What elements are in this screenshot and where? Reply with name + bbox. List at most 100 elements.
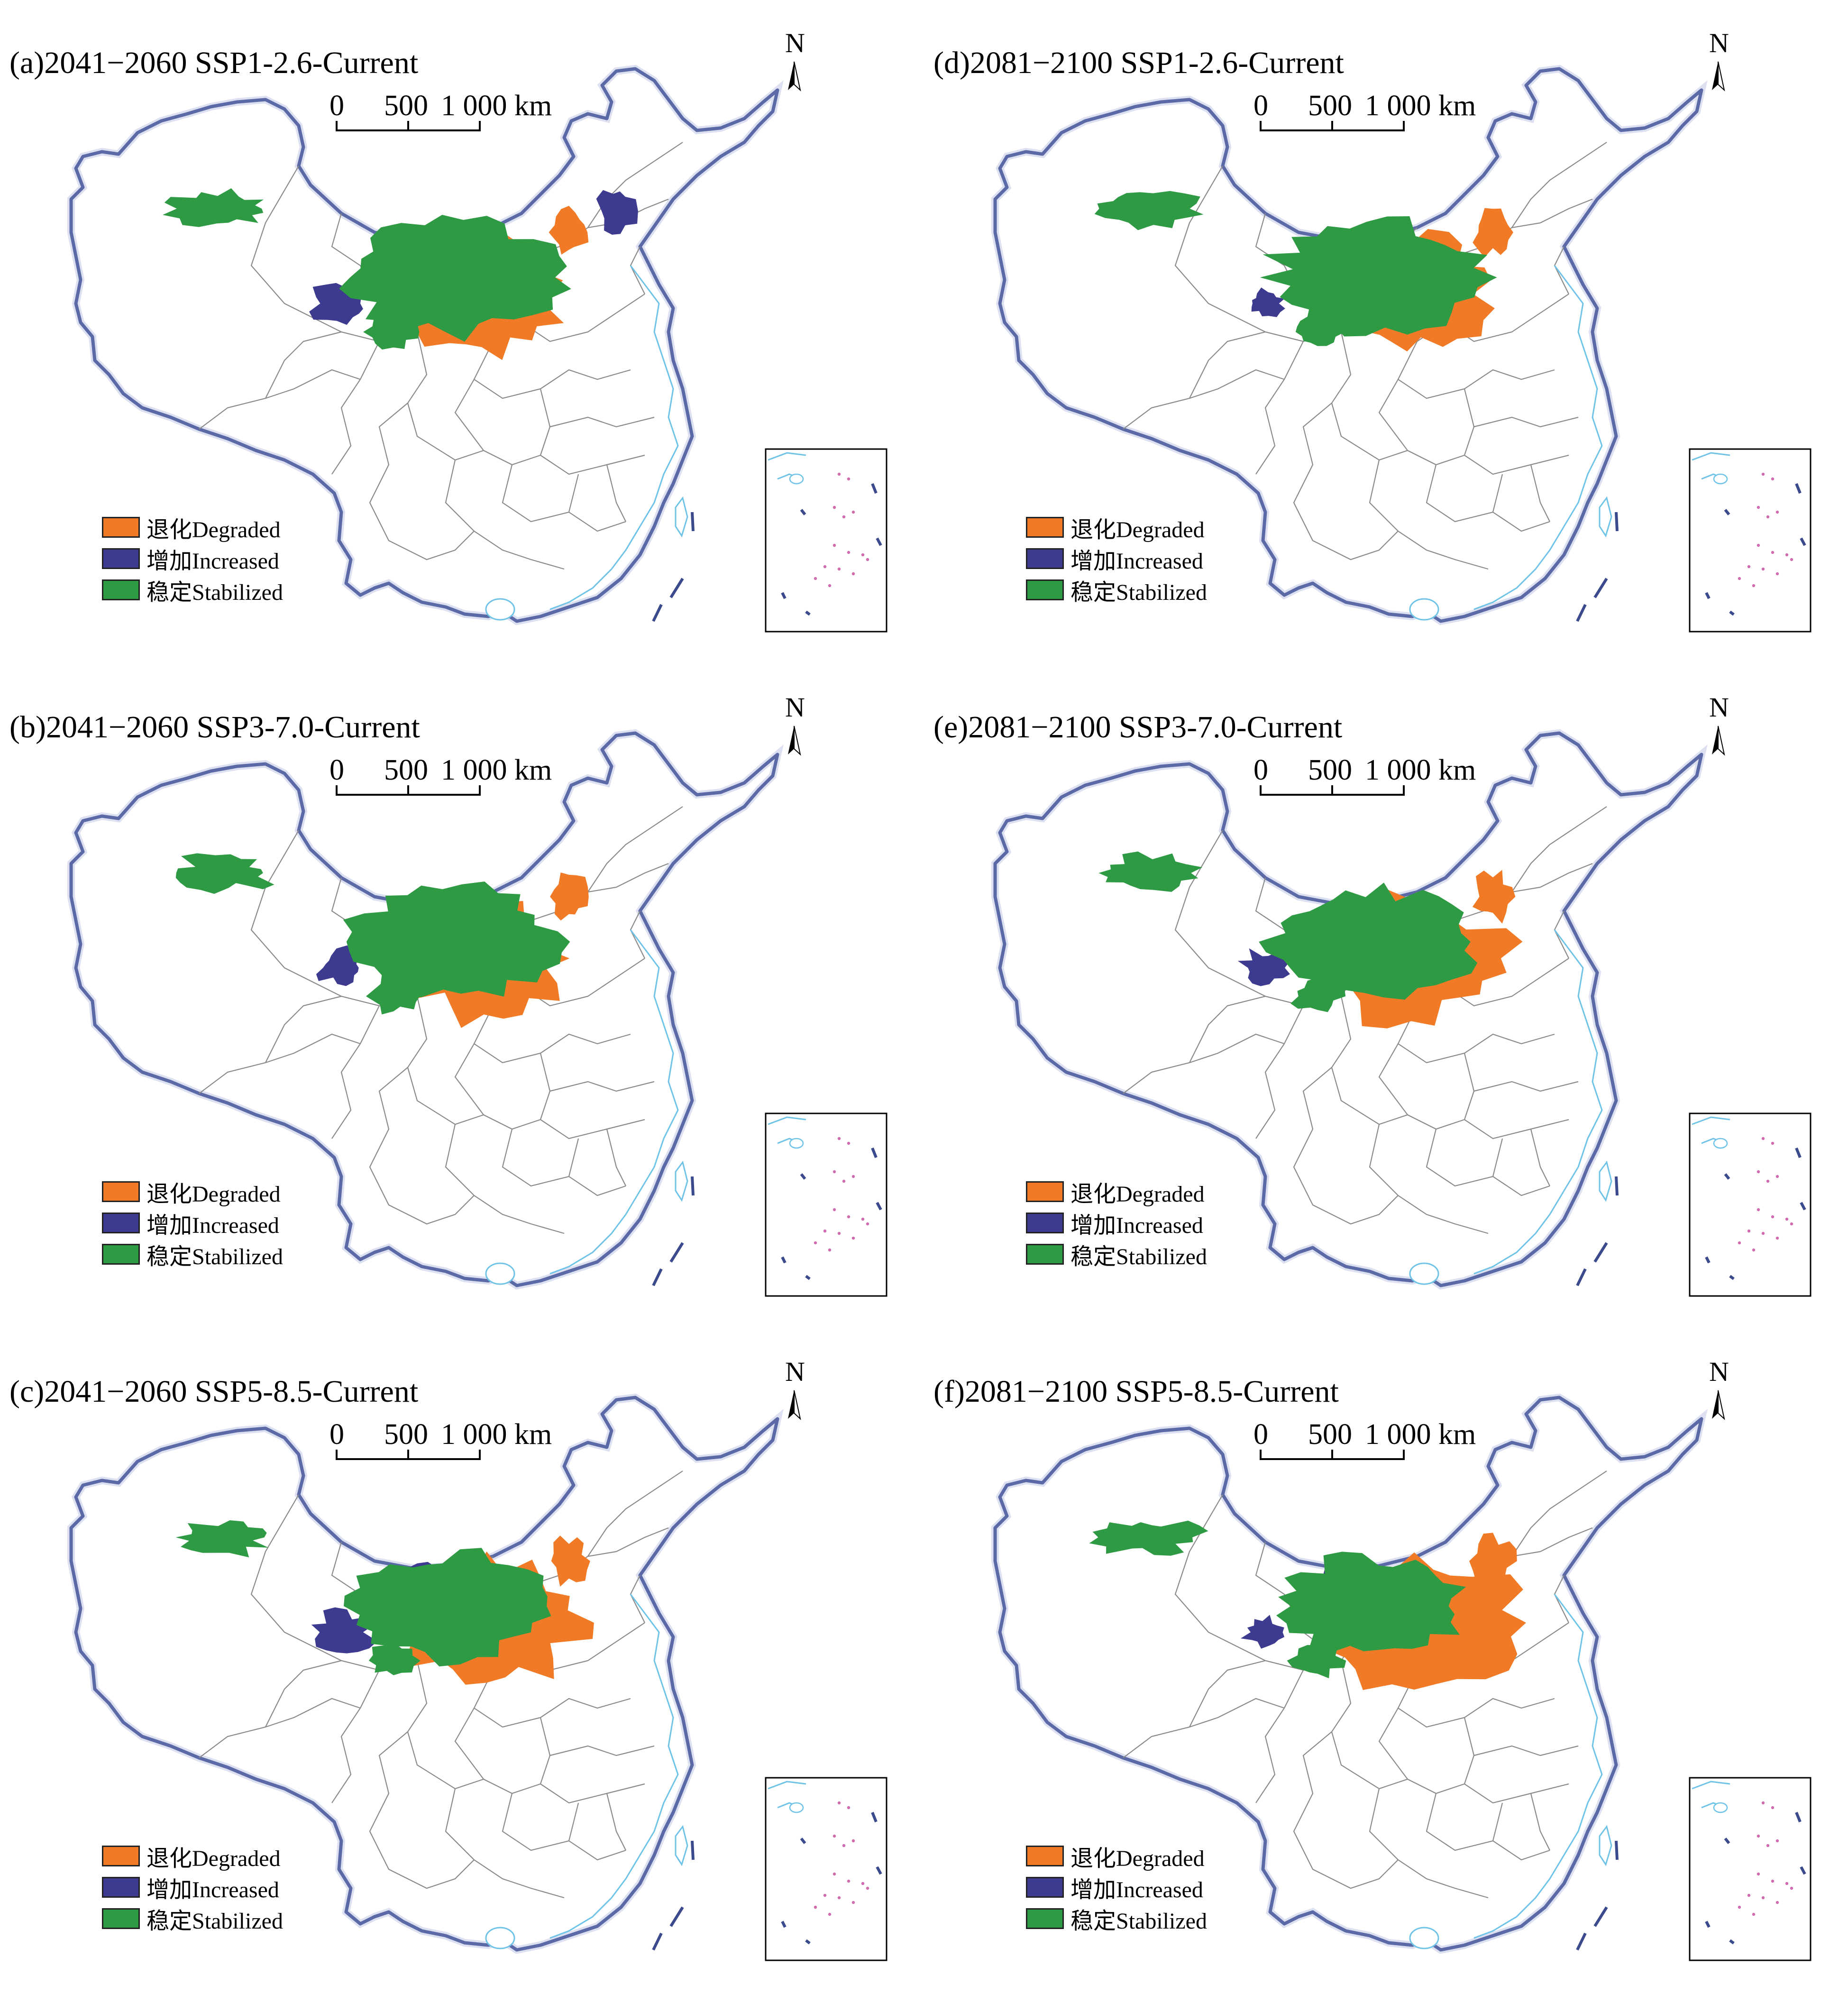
inset-boundary-mark — [1705, 1256, 1711, 1264]
inset-island — [1775, 1839, 1779, 1843]
taiwan-island — [675, 496, 688, 538]
inset-island — [1775, 1175, 1779, 1178]
inset-hainan — [789, 473, 804, 485]
stabilized-area — [1260, 216, 1497, 337]
inset-island — [1766, 1179, 1770, 1183]
province-boundary — [1189, 331, 1266, 399]
province-boundary — [1511, 806, 1607, 892]
province-boundary — [502, 1129, 626, 1196]
province-boundary — [1473, 416, 1579, 428]
legend-item-increased: 增加Increased — [1026, 1875, 1203, 1902]
north-label: N — [1709, 28, 1729, 58]
panel-title: (d)2081−2100 SSP1-2.6-Current — [933, 46, 1344, 80]
panel-title: (b)2041−2060 SSP3-7.0-Current — [9, 710, 420, 744]
inset-frame — [1689, 1777, 1811, 1961]
scale-bar-label: 500 — [1308, 754, 1352, 786]
scale-bar-label: 0 — [1253, 90, 1268, 122]
hainan-island — [1409, 598, 1439, 621]
inset-boundary-mark — [805, 1275, 811, 1280]
province-boundary — [549, 1081, 655, 1092]
map-panel-a: (a)2041−2060 SSP1-2.6-Current N 0 500 1 000 … — [0, 0, 924, 664]
panel-title: (c)2041−2060 SSP5-8.5-Current — [9, 1374, 419, 1409]
province-boundary — [445, 1124, 565, 1234]
habitat-change-layer — [1098, 851, 1523, 1029]
province-boundary — [502, 1793, 626, 1861]
stabilized-area — [1094, 191, 1204, 230]
inset-island — [1771, 1879, 1775, 1883]
stabilized-area — [1290, 977, 1346, 1012]
legend-label: 稳定Stabilized — [146, 1909, 283, 1934]
scale-bar — [336, 121, 481, 131]
inset-hainan — [1713, 1802, 1728, 1813]
north-arrow-right — [794, 61, 801, 92]
north-label: N — [785, 28, 805, 58]
inset-boundary-mark — [781, 1256, 787, 1264]
inset-island — [1761, 1231, 1765, 1235]
province-boundary — [1189, 1660, 1266, 1728]
inset-island — [851, 1901, 855, 1904]
province-boundary — [454, 379, 484, 451]
north-label: N — [785, 692, 805, 723]
maritime-boundary-mark — [691, 1840, 695, 1860]
stabilized-area — [366, 981, 422, 1015]
inset-island — [847, 1879, 851, 1883]
taiwan-island — [1599, 1160, 1612, 1202]
legend-swatch — [1026, 1213, 1064, 1233]
south-china-sea-inset — [1689, 1777, 1811, 1961]
inset-island — [837, 472, 841, 476]
inset-island — [1785, 1217, 1789, 1221]
habitat-change-layer — [1089, 1520, 1526, 1690]
coastline — [549, 265, 679, 610]
maritime-boundary-mark — [1615, 512, 1619, 532]
inset-frame — [765, 1777, 887, 1961]
habitat-change-layer — [175, 853, 589, 1028]
inset-island — [861, 1217, 865, 1221]
north-label: N — [1709, 692, 1729, 723]
inset-island — [847, 1141, 851, 1145]
panel-title: (a)2041−2060 SSP1-2.6-Current — [9, 46, 419, 80]
province-boundary — [549, 416, 655, 428]
province-boundary — [1331, 996, 1465, 1130]
map-canvas — [991, 726, 1811, 1297]
scale-bar-label: 1 000 km — [441, 90, 552, 122]
inset-island — [1771, 477, 1775, 481]
inset-boundary-mark — [1729, 1939, 1735, 1945]
province-boundary — [331, 1670, 380, 1803]
map-canvas — [67, 1390, 887, 1961]
stabilized-area — [344, 1548, 551, 1667]
province-boundary — [331, 341, 380, 475]
stabilized-area — [368, 1643, 421, 1675]
inset-boundary-mark — [1705, 1920, 1711, 1928]
inset-island — [823, 1893, 827, 1897]
maritime-boundary-mark — [1593, 578, 1608, 598]
scale-bar-label: 0 — [329, 754, 344, 786]
inset-island — [842, 515, 846, 519]
scale-bar-label: 0 — [329, 1418, 344, 1451]
legend-item-stabilized: 稳定Stabilized — [1026, 1906, 1207, 1934]
inset-boundary-mark — [876, 1866, 882, 1875]
province-boundary — [445, 1788, 565, 1899]
inset-boundary-mark — [781, 1920, 787, 1928]
inset-island — [1775, 572, 1779, 576]
province-boundary — [1378, 1043, 1408, 1115]
legend-item-increased: 增加Increased — [102, 546, 279, 574]
inset-frame — [1689, 448, 1811, 633]
province-boundary — [1530, 1129, 1550, 1186]
province-boundary — [502, 464, 626, 532]
inset-island — [1790, 1222, 1793, 1226]
province-boundary — [265, 995, 342, 1063]
scale-bar-label: 1 000 km — [1365, 1418, 1476, 1451]
inset-island — [851, 1236, 855, 1240]
province-boundary — [540, 1053, 645, 1139]
legend-label: 退化Degraded — [146, 1846, 281, 1871]
inset-boundary-mark — [1729, 1275, 1735, 1280]
map-canvas — [67, 61, 887, 633]
map-canvas — [67, 726, 887, 1297]
scale-bar — [1260, 121, 1405, 131]
legend-swatch — [102, 1181, 140, 1202]
province-boundary — [616, 1527, 669, 1552]
maritime-boundary-mark — [1576, 604, 1587, 622]
legend-swatch — [102, 1213, 140, 1233]
north-arrow-left — [1712, 62, 1718, 90]
inset-island — [866, 1886, 869, 1890]
